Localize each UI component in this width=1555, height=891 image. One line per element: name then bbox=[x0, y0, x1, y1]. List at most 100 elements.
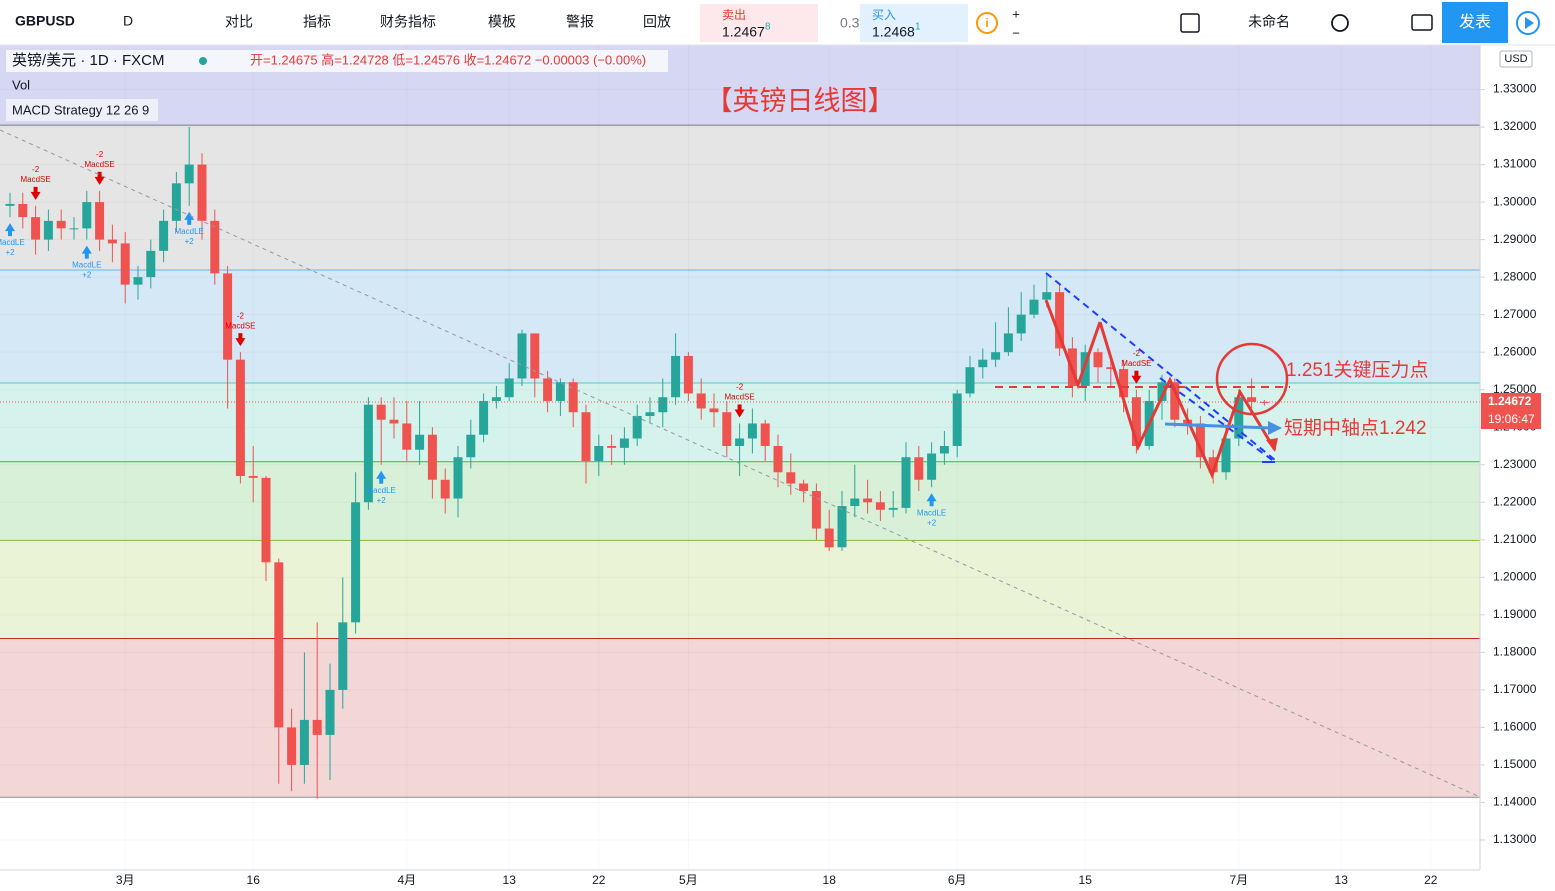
last-price-box bbox=[1481, 393, 1541, 430]
signal-arrow bbox=[187, 218, 192, 225]
signal-label: MacdLE bbox=[175, 227, 204, 236]
candle-body bbox=[530, 333, 540, 379]
toolbar-item[interactable]: 警报 bbox=[566, 14, 594, 30]
candle-body bbox=[1221, 438, 1231, 473]
signal-qty: -2 bbox=[32, 165, 40, 174]
toolbar-item[interactable]: 指标 bbox=[303, 14, 331, 30]
publish-label[interactable]: 发表 bbox=[1459, 13, 1491, 31]
y-tick-label: 1.19000 bbox=[1493, 607, 1537, 621]
candle-body bbox=[69, 228, 79, 230]
signal: MacdSE-2 bbox=[225, 311, 256, 347]
candle-body bbox=[453, 457, 463, 499]
trend-line bbox=[0, 129, 1481, 798]
candle-body bbox=[427, 434, 437, 480]
sell-label[interactable]: 卖出 bbox=[722, 8, 746, 22]
settings-icon[interactable] bbox=[1331, 14, 1349, 32]
toolbar: GBPUSD D 卖出 1.2467 8 0.3 买入 1.2468 1 i +… bbox=[0, 0, 1555, 46]
play-icon[interactable] bbox=[1516, 11, 1540, 35]
chart-title: 【英镑日线图】 bbox=[706, 86, 895, 116]
legend-bg bbox=[6, 50, 668, 72]
signal-qty: -2 bbox=[237, 311, 245, 320]
x-tick-label: 13 bbox=[1335, 873, 1349, 887]
background bbox=[0, 45, 1480, 870]
toolbar-item[interactable]: 回放 bbox=[643, 14, 671, 30]
signal-arrow bbox=[84, 252, 89, 259]
layout-name[interactable]: 未命名 bbox=[1248, 14, 1290, 30]
candle-body bbox=[863, 498, 873, 503]
time-axis bbox=[0, 870, 1480, 891]
signal-arrow bbox=[33, 186, 38, 193]
y-tick-label: 1.18000 bbox=[1493, 645, 1537, 659]
y-tick-label: 1.13000 bbox=[1493, 832, 1537, 846]
candle-body bbox=[1195, 423, 1205, 458]
status-dot bbox=[199, 57, 207, 65]
spread: 0.3 bbox=[840, 15, 860, 31]
candle-body bbox=[991, 352, 1001, 360]
buy-price[interactable]: 1.2468 bbox=[872, 24, 915, 40]
candle-body bbox=[952, 393, 962, 446]
candle-body bbox=[1208, 457, 1218, 473]
candle-body bbox=[1259, 401, 1269, 403]
candle-body bbox=[120, 243, 130, 285]
signal: MacdSE-2 bbox=[1121, 349, 1152, 384]
zone bbox=[0, 540, 1480, 639]
signal-qty: -2 bbox=[736, 383, 744, 392]
camera-icon[interactable] bbox=[1411, 14, 1433, 31]
toolbar-item[interactable]: 对比 bbox=[225, 14, 253, 30]
sell-price[interactable]: 1.2467 bbox=[722, 24, 765, 40]
sell-button[interactable] bbox=[700, 4, 818, 42]
signal-arrow bbox=[81, 245, 92, 254]
legend-bg bbox=[6, 99, 158, 121]
candle-body bbox=[632, 415, 642, 439]
candle-body bbox=[1106, 367, 1116, 370]
publish-button[interactable] bbox=[1442, 2, 1508, 43]
candle-body bbox=[56, 220, 66, 229]
signal-arrow bbox=[30, 191, 41, 200]
info-icon[interactable] bbox=[976, 12, 998, 34]
candle-body bbox=[146, 250, 156, 278]
plus-icon[interactable]: + bbox=[1012, 6, 1020, 21]
candle-body bbox=[658, 397, 668, 413]
signal-label: MacdSE bbox=[84, 160, 114, 169]
signal: MacdSE-2 bbox=[20, 165, 51, 200]
symbol[interactable]: GBPUSD bbox=[15, 13, 75, 29]
candle-body bbox=[619, 438, 629, 448]
x-tick-label: 3月 bbox=[116, 873, 135, 887]
layout-icon[interactable] bbox=[1180, 13, 1200, 33]
plot: MacdSE-2MacdLE+2MacdLE+2MacdSE-2MacdLE+2… bbox=[0, 127, 1480, 799]
signal-label: MacdLE bbox=[367, 486, 396, 495]
buy-pip[interactable]: 1 bbox=[915, 22, 921, 33]
toolbar-item[interactable]: 模板 bbox=[488, 14, 516, 30]
candle-body bbox=[479, 400, 489, 435]
signal: MacdLE+2 bbox=[175, 211, 204, 246]
candle-body bbox=[1234, 397, 1244, 439]
candle-body bbox=[1042, 292, 1052, 300]
signal-qty: +2 bbox=[82, 271, 92, 280]
path-arrow bbox=[1044, 299, 1102, 390]
signal-arrow bbox=[238, 333, 243, 340]
candle-body bbox=[95, 202, 105, 240]
toolbar-item[interactable]: 财务指标 bbox=[380, 14, 436, 30]
currency-label: USD bbox=[1504, 53, 1527, 65]
axes: 1.13000 1.14000 1.15000 1.16000 1.17000 1.180… bbox=[0, 45, 1555, 891]
last-price-label: 1.24672 bbox=[1488, 394, 1532, 408]
candle-body bbox=[850, 498, 860, 507]
buy-button[interactable] bbox=[860, 4, 968, 42]
signal-arrow bbox=[929, 500, 934, 507]
signal-label: MacdSE bbox=[724, 393, 754, 402]
annotation: 1.251关键压力点 bbox=[1286, 359, 1429, 381]
buy-label[interactable]: 买入 bbox=[872, 8, 896, 22]
signal-arrow bbox=[734, 409, 745, 418]
y-tick-label: 1.14000 bbox=[1493, 795, 1537, 809]
candle-body bbox=[389, 419, 399, 424]
x-tick-label: 18 bbox=[823, 873, 837, 887]
sell-pip[interactable]: 8 bbox=[765, 22, 771, 33]
y-tick-label: 1.28000 bbox=[1493, 269, 1537, 283]
candle-body bbox=[1119, 369, 1129, 398]
minus-icon[interactable]: − bbox=[1012, 25, 1020, 40]
candle-body bbox=[1131, 397, 1141, 446]
candle-body bbox=[555, 382, 565, 401]
interval[interactable]: D bbox=[123, 13, 133, 29]
candle-body bbox=[824, 528, 834, 548]
